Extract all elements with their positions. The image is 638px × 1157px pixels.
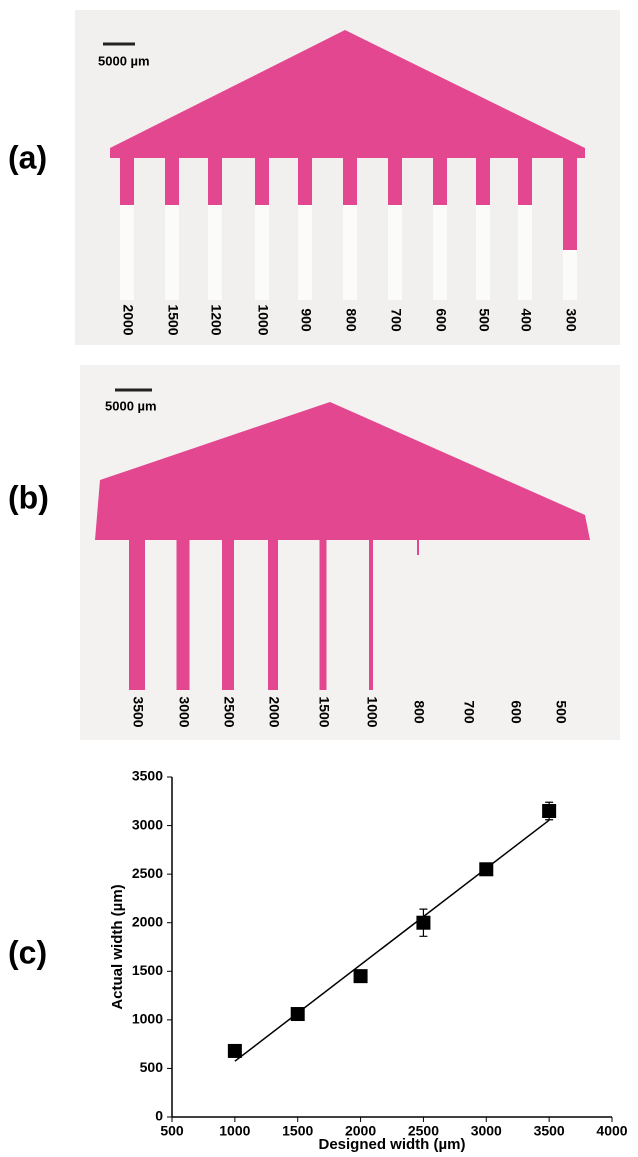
channel xyxy=(255,150,269,205)
channel xyxy=(222,535,234,690)
width-label: 800 xyxy=(411,700,427,724)
x-tick-label: 2500 xyxy=(408,1123,439,1139)
channel xyxy=(476,150,490,205)
width-label: 400 xyxy=(518,308,534,332)
panel-label: (c) xyxy=(8,934,47,970)
scale-bar-label: 5000 µm xyxy=(98,53,150,68)
y-tick-label: 3000 xyxy=(132,816,163,832)
channel xyxy=(120,150,134,205)
channel xyxy=(518,150,532,205)
panel-label: (b) xyxy=(8,479,49,515)
channel xyxy=(129,535,145,690)
width-label: 1000 xyxy=(255,304,271,335)
y-tick-label: 2500 xyxy=(132,865,163,881)
channel-faint xyxy=(476,200,490,300)
channel xyxy=(177,535,190,690)
marker xyxy=(416,916,430,930)
scale-bar-label: 5000 µm xyxy=(105,398,157,413)
width-label: 700 xyxy=(461,700,477,724)
x-tick-label: 500 xyxy=(160,1123,184,1139)
channel-faint xyxy=(433,200,447,300)
width-label: 800 xyxy=(343,308,359,332)
channel-faint xyxy=(298,200,312,300)
channel xyxy=(563,150,577,250)
channel-faint xyxy=(518,200,532,300)
channel xyxy=(343,150,357,205)
width-label: 500 xyxy=(553,700,569,724)
channel xyxy=(268,535,278,690)
width-label: 1500 xyxy=(165,304,181,335)
width-label: 300 xyxy=(563,308,579,332)
width-label: 1200 xyxy=(208,304,224,335)
width-label: 700 xyxy=(388,308,404,332)
width-label: 600 xyxy=(433,308,449,332)
y-tick-label: 1500 xyxy=(132,962,163,978)
channel-faint xyxy=(388,200,402,300)
channel xyxy=(388,150,402,205)
y-tick-label: 1000 xyxy=(132,1011,163,1027)
channel-faint xyxy=(255,200,269,300)
y-tick-label: 2000 xyxy=(132,913,163,929)
width-label: 2000 xyxy=(120,304,136,335)
channel xyxy=(369,535,373,690)
marker xyxy=(228,1044,242,1058)
panel-label: (a) xyxy=(8,139,47,175)
y-axis-title: Actual width (µm) xyxy=(109,884,126,1009)
channel xyxy=(417,535,419,555)
x-tick-label: 1000 xyxy=(219,1123,250,1139)
width-label: 1000 xyxy=(364,696,380,727)
x-tick-label: 2000 xyxy=(345,1123,376,1139)
channel xyxy=(320,535,327,690)
marker xyxy=(542,804,556,818)
figure: 5000 µm (a) 5000 µm (b) (c) Actual width… xyxy=(0,0,638,1157)
x-tick-label: 3000 xyxy=(471,1123,502,1139)
y-tick-label: 500 xyxy=(140,1059,164,1075)
marker xyxy=(354,969,368,983)
channel-faint xyxy=(120,200,134,300)
channel xyxy=(298,150,312,205)
width-label: 600 xyxy=(508,700,524,724)
width-label: 1500 xyxy=(316,696,332,727)
channel-faint xyxy=(165,200,179,300)
y-tick-label: 0 xyxy=(155,1108,163,1124)
channel-faint xyxy=(208,200,222,300)
width-label: 2500 xyxy=(221,696,237,727)
trendline xyxy=(235,820,549,1061)
channel xyxy=(433,150,447,205)
channel-faint xyxy=(343,200,357,300)
width-label: 2000 xyxy=(266,696,282,727)
marker xyxy=(291,1007,305,1021)
width-label: 500 xyxy=(476,308,492,332)
x-tick-label: 1500 xyxy=(282,1123,313,1139)
channel xyxy=(165,150,179,205)
channel xyxy=(208,150,222,205)
marker xyxy=(479,862,493,876)
y-tick-label: 3500 xyxy=(132,768,163,784)
x-tick-label: 4000 xyxy=(596,1123,627,1139)
width-label: 900 xyxy=(298,308,314,332)
width-label: 3000 xyxy=(176,696,192,727)
x-axis-title: Designed width (µm) xyxy=(319,1136,466,1153)
width-label: 3500 xyxy=(130,696,146,727)
x-tick-label: 3500 xyxy=(534,1123,565,1139)
